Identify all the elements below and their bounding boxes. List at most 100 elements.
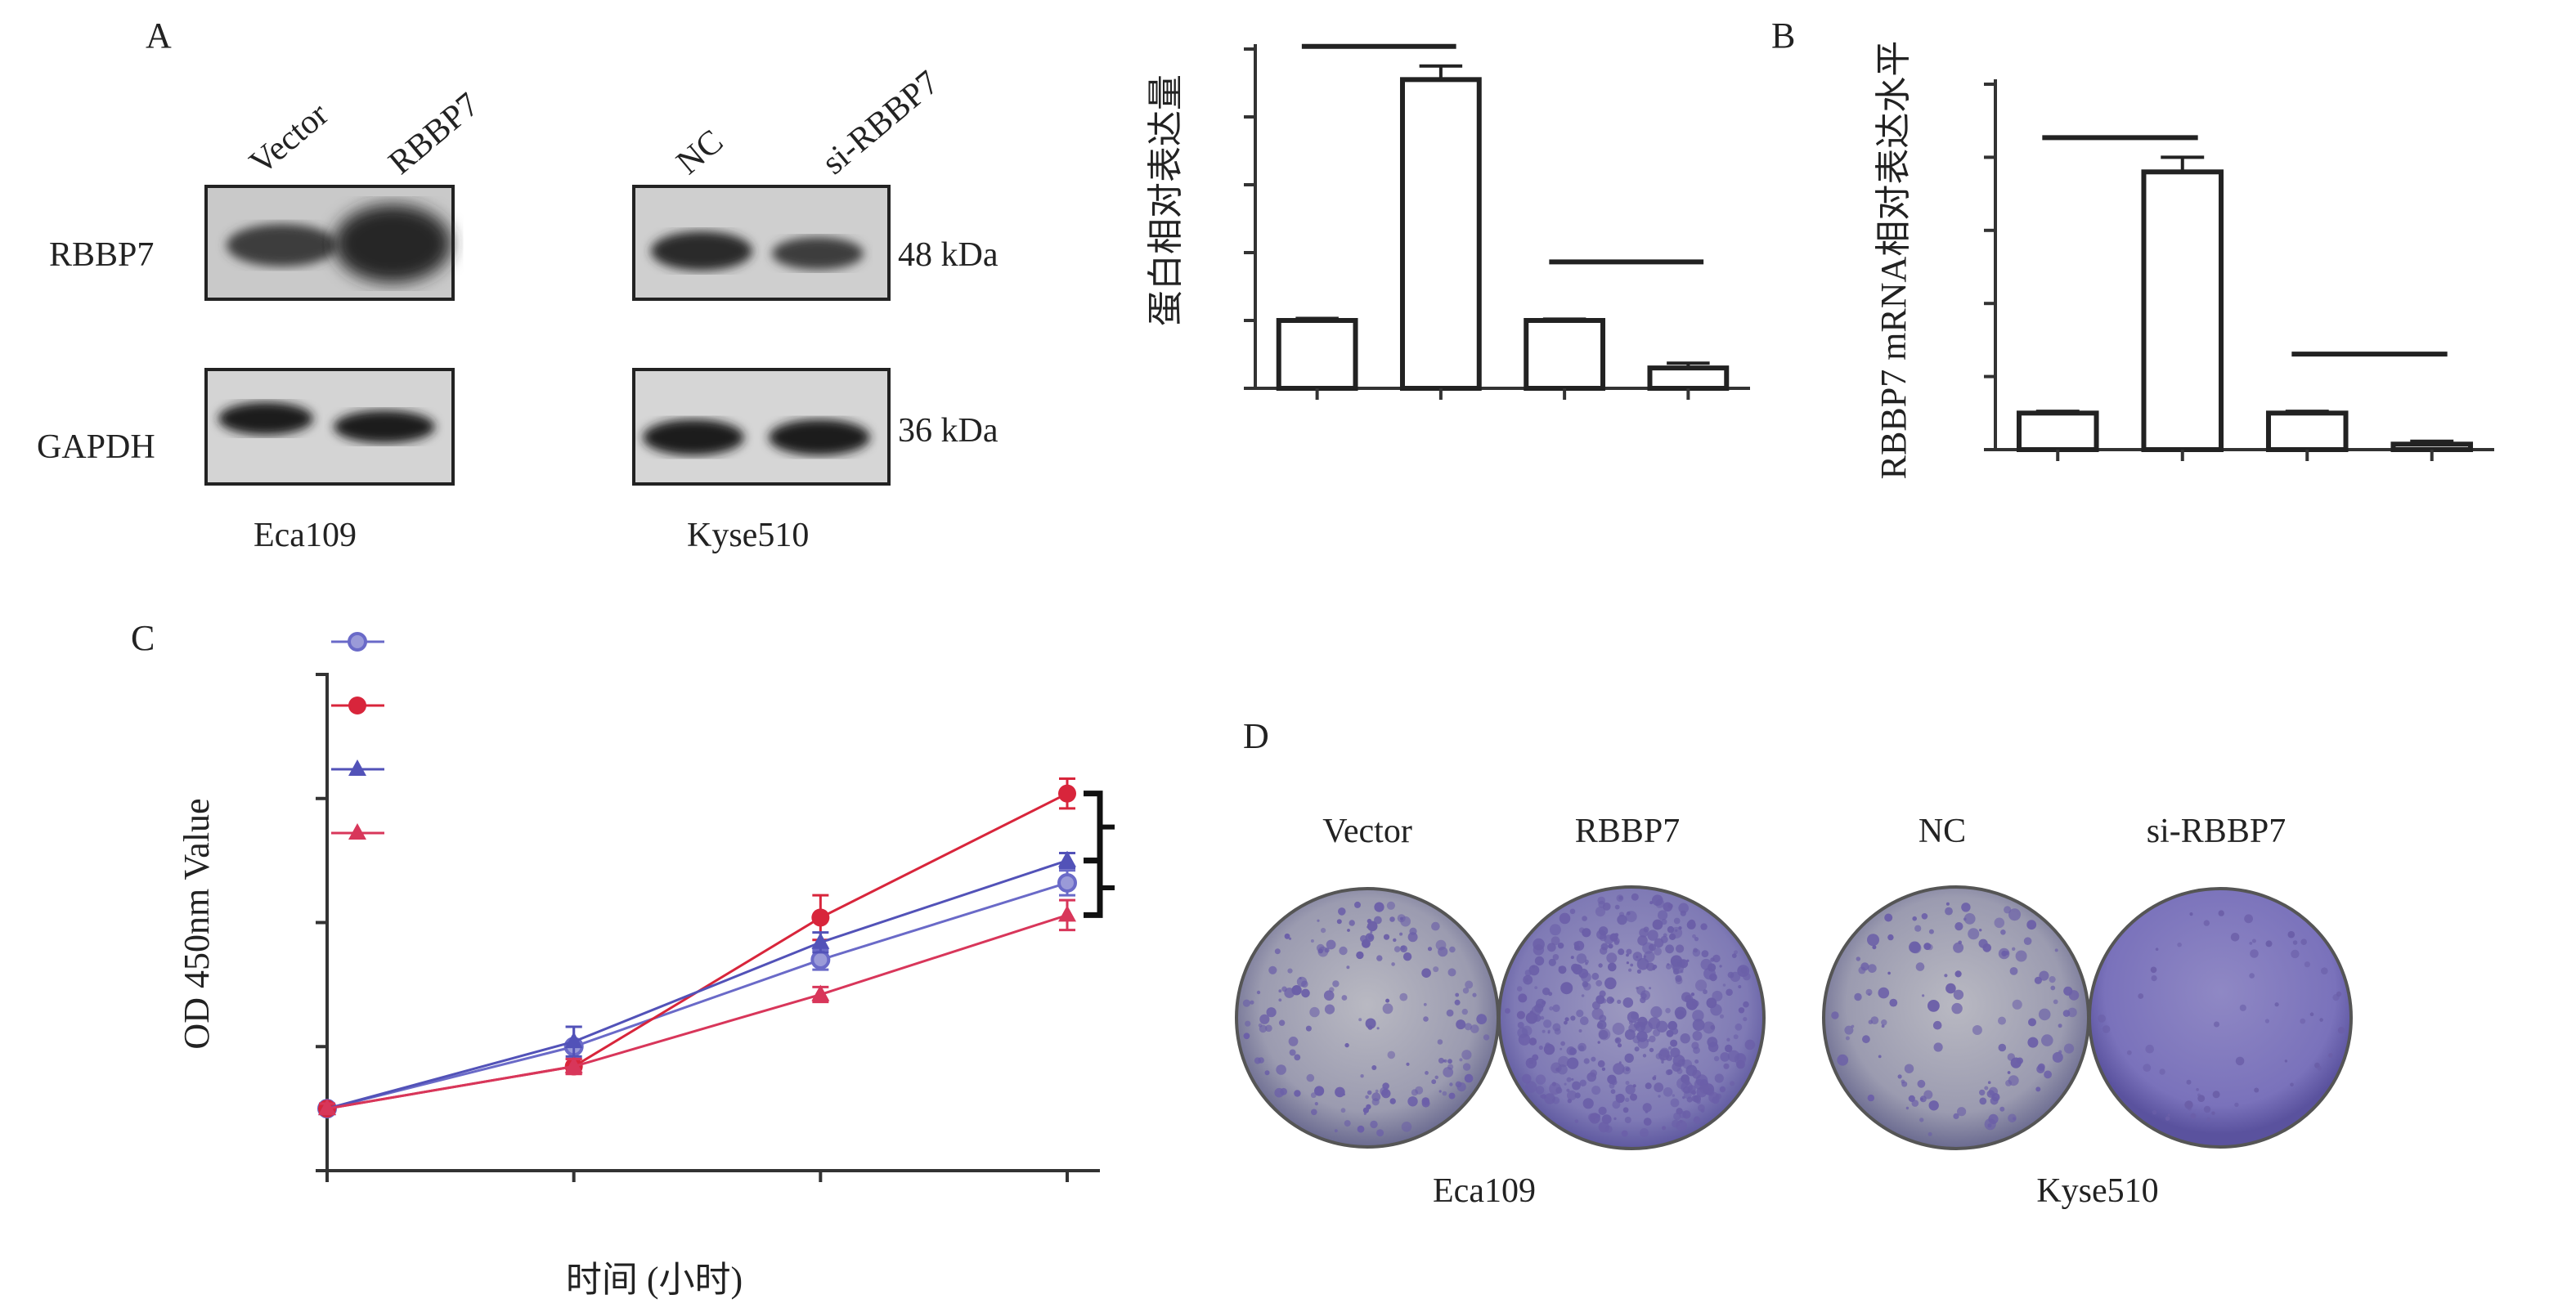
colony-spot <box>1296 976 1308 988</box>
colony-spot <box>1987 1123 1992 1128</box>
colony-spot <box>1856 956 1860 961</box>
colony-spot <box>1738 1007 1745 1014</box>
colony-spot <box>2254 1087 2260 1093</box>
colony-spot <box>1998 1043 2007 1052</box>
colony-spot <box>1744 1039 1756 1050</box>
colony-spot <box>1573 941 1579 947</box>
colony-spot <box>1464 1073 1474 1083</box>
protein-bar-chart: 蛋白相对表达量 <box>1146 43 1750 400</box>
colony-spot <box>1914 925 1922 932</box>
colony-spot <box>1601 1114 1612 1124</box>
colony-spot <box>1636 957 1649 970</box>
colony-spot <box>1517 1027 1528 1038</box>
colony-spot <box>1608 943 1613 949</box>
colony-spot <box>1259 1014 1270 1024</box>
colony-spot <box>2063 1043 2075 1054</box>
colony-spot <box>1591 1118 1595 1122</box>
colony-spot <box>1335 1086 1345 1098</box>
colony-spot <box>1564 1017 1569 1022</box>
colony-spot <box>2321 967 2328 974</box>
colony-spot <box>1628 968 1632 972</box>
colony-spot <box>2155 947 2159 951</box>
colony-spot <box>1280 1087 1287 1095</box>
colony-spot <box>1602 903 1611 911</box>
colony-spot <box>1743 1001 1749 1008</box>
colony-spot <box>1837 1054 1849 1066</box>
colony-spot <box>1464 1023 1472 1031</box>
colony-spot <box>1571 1077 1574 1081</box>
colony-spot <box>1625 1067 1630 1072</box>
colony-spot <box>1533 938 1545 951</box>
colony-spot <box>2196 1088 2199 1091</box>
colony-spot <box>1672 1119 1680 1128</box>
error-bar <box>1419 64 1463 80</box>
panel-a-label: A <box>146 16 172 56</box>
colony-spot <box>1700 958 1712 970</box>
colony-spot <box>2008 908 2021 921</box>
colony-spot <box>1278 989 1282 993</box>
colony-spot <box>1987 1081 1991 1084</box>
colony-spot <box>1566 1057 1579 1069</box>
colony-spot <box>1887 934 1894 941</box>
colony-spot <box>1945 907 1953 916</box>
colony-spot <box>1654 1075 1657 1078</box>
error-bar <box>1542 317 1586 321</box>
colony-spot <box>1692 1019 1705 1032</box>
data-point <box>1058 905 1076 922</box>
colony-spot <box>1383 934 1390 940</box>
colony-spot <box>1738 985 1742 988</box>
colony-spot <box>1265 1024 1272 1033</box>
colony-spot <box>1743 1017 1748 1022</box>
colony-spot <box>2023 937 2032 945</box>
colony-spot <box>1649 1035 1656 1043</box>
colony-spot <box>1389 1098 1396 1104</box>
colony-spot <box>1559 912 1571 925</box>
colony-spot <box>1538 1045 1543 1050</box>
colony-spot <box>1844 1025 1854 1035</box>
colony-spot <box>1961 903 1971 912</box>
colony-spot <box>1391 962 1395 966</box>
colony-spot <box>1400 945 1406 951</box>
colony-dish-rbbp7 <box>1497 885 1766 1150</box>
colony-spot <box>1324 1004 1335 1015</box>
colony-spot <box>1595 907 1606 917</box>
colony-spot <box>1624 1053 1634 1064</box>
colony-spots-vector <box>1242 901 1490 1137</box>
bar-eca-109-vector <box>1276 318 1358 391</box>
colony-spot <box>1558 965 1567 974</box>
colony-spot <box>1632 1084 1636 1088</box>
colony-spot <box>1610 1089 1616 1095</box>
colony-spot <box>1356 951 1364 960</box>
colony-spot <box>1680 1033 1690 1044</box>
colony-spot <box>1862 1035 1870 1044</box>
colony-spot <box>1666 963 1672 970</box>
colony-spot <box>1365 1018 1376 1029</box>
colony-spot <box>1667 1020 1677 1031</box>
colony-spot <box>1703 1021 1716 1034</box>
colony-spot <box>1944 974 1948 978</box>
colony-spot <box>1528 965 1540 976</box>
colony-spot <box>1694 937 1699 942</box>
colony-spot <box>1731 953 1737 958</box>
colony-spot <box>1332 980 1340 988</box>
colony-spot <box>1250 1000 1254 1005</box>
colony-spot <box>1242 999 1250 1007</box>
colony-spot <box>1676 944 1685 953</box>
colony-spot <box>2212 1091 2220 1099</box>
colony-spot <box>1621 1130 1628 1137</box>
colony-spot <box>1673 917 1681 925</box>
colony-spot <box>1616 894 1624 903</box>
colony-spot <box>2234 1102 2239 1108</box>
colony-spot <box>1309 1006 1320 1018</box>
legend-marker <box>348 632 367 652</box>
colony-spot <box>1617 1043 1622 1048</box>
colony-spot <box>1310 1092 1317 1099</box>
panel-b-label: B <box>1771 16 1795 56</box>
colony-spot <box>1521 1073 1532 1084</box>
colony-spot <box>1578 1029 1582 1033</box>
colony-spot <box>2067 1007 2077 1018</box>
line-xlabel: 时间 (小时) <box>566 1260 743 1300</box>
colony-spot <box>1710 1024 1716 1030</box>
colony-spot <box>1534 956 1545 966</box>
colony-spot <box>2050 985 2056 991</box>
